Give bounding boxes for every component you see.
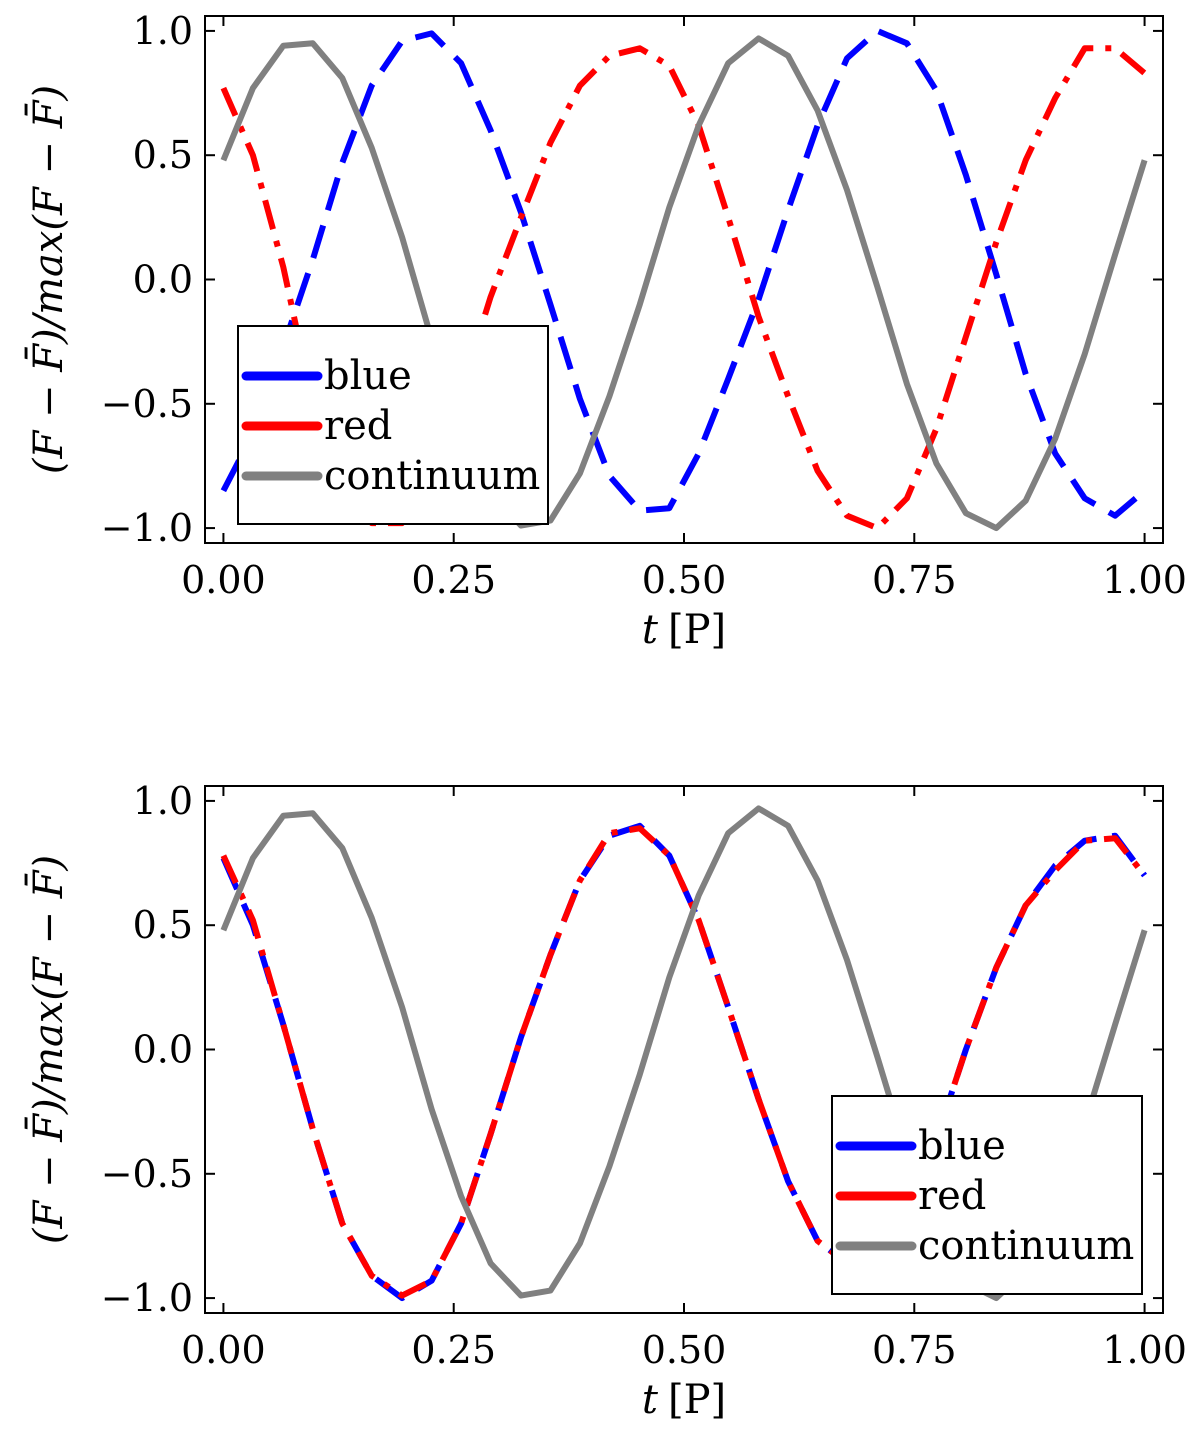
y-tick-label: −0.5: [101, 382, 193, 426]
x-tick-label: 0.25: [411, 558, 496, 602]
x-axis-label: t [P]: [642, 607, 726, 653]
y-tick-label: −1.0: [101, 1276, 193, 1320]
y-tick-label: 1.0: [133, 9, 193, 53]
x-tick-label: 0.75: [872, 558, 957, 602]
y-tick-label: 0.5: [133, 903, 193, 947]
x-axis-unit: [P]: [668, 607, 726, 653]
y-tick-label: −1.0: [101, 506, 193, 550]
x-tick-label: 0.25: [411, 1328, 496, 1372]
y-tick-label: −0.5: [101, 1152, 193, 1196]
x-axis-label: t [P]: [642, 1377, 726, 1423]
chart-panel-1: 0.00 0.25 0.50 0.75 1.00 −1.0 −0.5 0.0 0.5 1.0 t [P…: [25, 9, 1187, 653]
x-tick-label: 1.00: [1102, 1328, 1187, 1372]
series-line-continuum: [220, 35, 1148, 532]
legend-label-continuum: continuum: [918, 1223, 1134, 1269]
series-line-blue: [220, 27, 1147, 519]
y-axis-label: (F − F̄)/max(F − F̄): [25, 855, 72, 1244]
series-line-red: [220, 45, 1147, 532]
x-tick-label: 1.00: [1102, 558, 1187, 602]
legend-label-continuum: continuum: [324, 453, 540, 499]
x-tick-label: 0.00: [181, 558, 266, 602]
x-axis-variable: t: [642, 1377, 659, 1423]
x-tick-label: 0.50: [642, 1328, 727, 1372]
y-axis-label: (F − F̄)/max(F − F̄): [25, 85, 72, 474]
y-tick-label: 0.5: [133, 133, 193, 177]
y-tick-label: 1.0: [133, 779, 193, 823]
x-tick-label: 0.75: [872, 1328, 957, 1372]
y-tick-label: 0.0: [133, 258, 193, 302]
series-line-red: [220, 825, 1147, 1299]
chart-panel-2: 0.00 0.25 0.50 0.75 1.00 −1.0 −0.5 0.0 0.5 1.0 t [P…: [25, 779, 1187, 1423]
x-axis-variable: t: [642, 607, 659, 653]
legend-label-blue: blue: [918, 1123, 1006, 1169]
legend-label-red: red: [324, 403, 392, 449]
series-line-continuum: [220, 805, 1148, 1302]
x-axis-unit: [P]: [668, 1377, 726, 1423]
x-tick-label: 0.00: [181, 1328, 266, 1372]
legend-label-red: red: [918, 1173, 986, 1219]
x-tick-label: 0.50: [642, 558, 727, 602]
legend-label-blue: blue: [324, 353, 412, 399]
y-tick-label: 0.0: [133, 1028, 193, 1072]
